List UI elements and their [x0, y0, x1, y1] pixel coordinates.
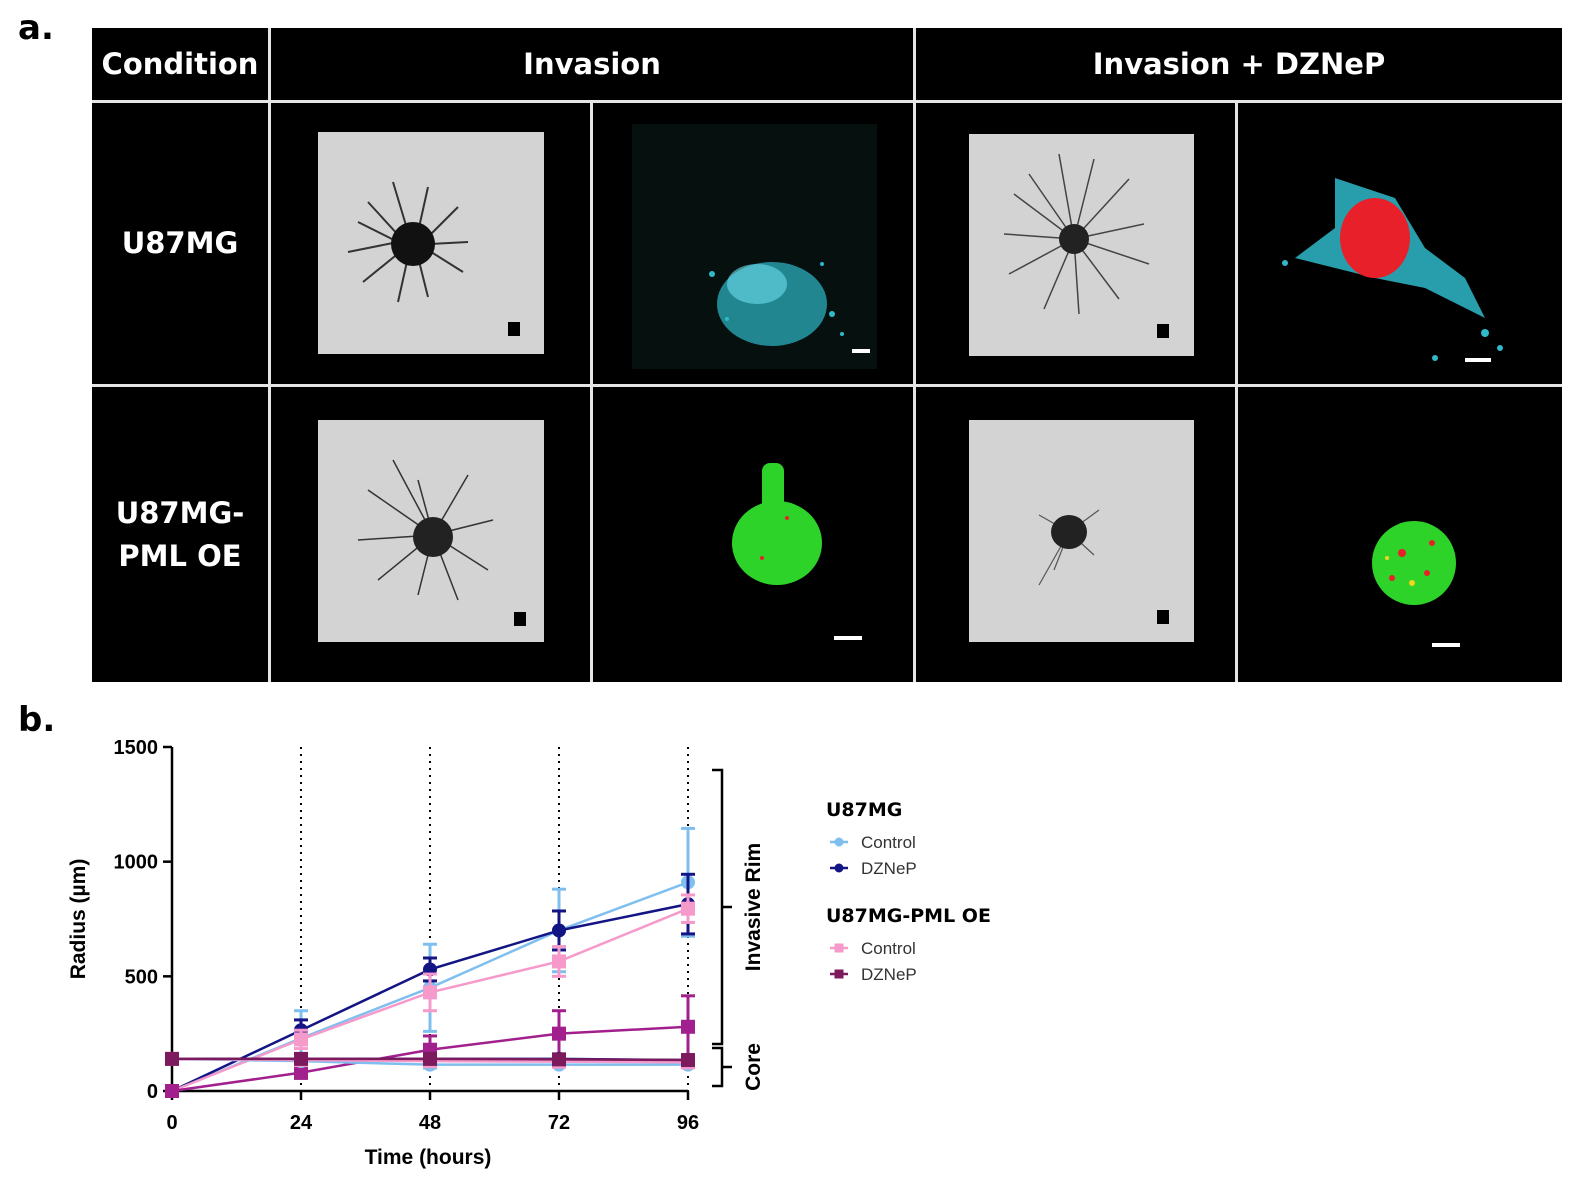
- series-core-u87mg-pml-oe-dznep: [165, 1051, 695, 1068]
- grid-line-header: [92, 100, 1562, 103]
- data-point: [294, 1032, 308, 1047]
- panel-a-letter: a.: [18, 8, 54, 48]
- x-tick-label-48: 48: [419, 1112, 441, 1134]
- x-axis-label: Time (hours): [365, 1146, 492, 1169]
- core-label: Core: [742, 1043, 765, 1091]
- x-tick-label-96: 96: [677, 1112, 699, 1134]
- micrograph-pml-invasion-fluorescence: [702, 458, 872, 643]
- data-point: [681, 1019, 695, 1034]
- legend-entry-label: Control: [861, 939, 916, 958]
- legend-title: U87MG: [826, 799, 902, 821]
- core-bracket: [712, 1046, 724, 1088]
- data-point: [423, 985, 437, 1000]
- micrograph-u87mg-dznep-brightfield: [969, 134, 1194, 356]
- radius-time-chart: 0 500 1000 1500 0 24 48 72 96 Time (hours) Radius …: [67, 737, 991, 1169]
- data-point: [552, 923, 566, 938]
- grid-line-row: [92, 384, 1562, 387]
- legend-entry-label: DZNeP: [861, 965, 917, 984]
- data-point: [552, 954, 566, 969]
- legend-swatch-marker: [834, 943, 844, 953]
- legend-group-0: U87MG Control DZNeP: [826, 799, 917, 878]
- grid-line-col1: [268, 28, 271, 682]
- data-point: [294, 1051, 308, 1066]
- micrograph-pml-dznep-fluorescence: [1332, 483, 1497, 653]
- data-point: [552, 1026, 566, 1041]
- header-invasion: Invasion: [523, 47, 661, 81]
- invasive-rim-label: Invasive Rim: [742, 843, 765, 971]
- micrograph-pml-invasion-brightfield: [318, 420, 544, 642]
- legend-entry-label: DZNeP: [861, 859, 917, 878]
- legend-entry-label: Control: [861, 833, 916, 852]
- chart-root: 0 500 1000 1500 0 24 48 72 96 Time (hours) Radius …: [67, 737, 991, 1169]
- row-label-u87mg-text: U87MG: [121, 226, 239, 261]
- y-tick-label-1000: 1000: [114, 852, 159, 874]
- row-label-pml-line1: U87MG-: [115, 496, 245, 531]
- data-point: [165, 1051, 179, 1066]
- y-tick-label-500: 500: [125, 966, 158, 988]
- grid-line-col2: [590, 103, 593, 682]
- panel-b-letter: b.: [18, 700, 56, 740]
- micrograph-u87mg-dznep-fluorescence: [1275, 168, 1530, 378]
- y-tick-label-0: 0: [147, 1081, 158, 1103]
- invasive-rim-bracket: [712, 768, 724, 1046]
- data-point: [294, 1065, 308, 1080]
- x-tick-label-0: 0: [166, 1112, 177, 1134]
- y-tick-label-1500: 1500: [114, 737, 159, 759]
- grid-line-col4: [1235, 103, 1238, 682]
- row-label-pml-line2: PML OE: [118, 538, 242, 573]
- legend-swatch-marker: [834, 837, 844, 847]
- micrograph-u87mg-invasion-brightfield: [318, 132, 544, 354]
- data-point: [681, 1053, 695, 1068]
- header-condition: Condition: [101, 47, 259, 81]
- data-point: [681, 901, 695, 916]
- legend-title: U87MG-PML OE: [826, 905, 991, 927]
- row-label-u87mg-pml-oe: U87MG- PML OE: [92, 387, 268, 682]
- series-rim-u87mg-pml-oe-dznep: [165, 994, 695, 1098]
- data-point: [423, 1051, 437, 1066]
- y-axis-label: Radius (µm): [67, 859, 90, 980]
- row-label-u87mg: U87MG: [92, 103, 268, 384]
- micrograph-u87mg-invasion-fluorescence: [632, 124, 877, 369]
- micrograph-pml-dznep-brightfield: [969, 420, 1194, 642]
- legend-swatch-marker: [834, 969, 844, 979]
- legend-swatch-marker: [834, 863, 844, 873]
- x-tick-label-72: 72: [548, 1112, 570, 1134]
- header-invasion-dznep: Invasion + DZNeP: [1092, 47, 1386, 81]
- legend-group-1: U87MG-PML OE Control DZNeP: [826, 905, 991, 984]
- grid-line-col3: [913, 28, 916, 682]
- data-point: [165, 1084, 179, 1098]
- data-point: [552, 1052, 566, 1067]
- image-grid: Condition Invasion Invasion + DZNeP U87M…: [92, 28, 1562, 682]
- x-tick-label-24: 24: [290, 1112, 313, 1134]
